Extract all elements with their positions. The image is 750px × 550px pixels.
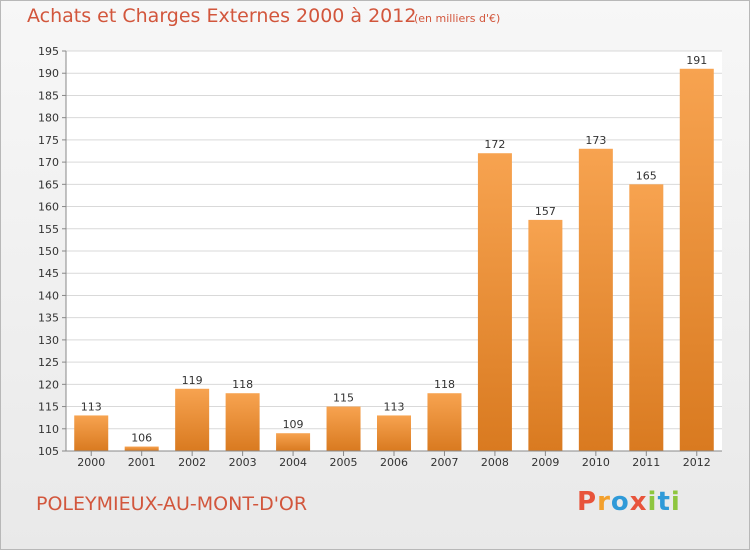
y-tick-label: 110 bbox=[38, 423, 59, 436]
bar-value-label: 113 bbox=[81, 400, 102, 413]
y-tick-label: 165 bbox=[38, 178, 59, 191]
x-tick-label: 2004 bbox=[279, 456, 307, 469]
bar bbox=[225, 393, 260, 451]
y-tick-label: 105 bbox=[38, 445, 59, 458]
bar-value-label: 173 bbox=[585, 134, 606, 147]
bar bbox=[175, 388, 210, 451]
x-tick-label: 2005 bbox=[330, 456, 358, 469]
y-tick-label: 160 bbox=[38, 201, 59, 214]
y-tick-label: 145 bbox=[38, 267, 59, 280]
y-tick-label: 115 bbox=[38, 401, 59, 414]
logo-letter: r bbox=[597, 487, 611, 517]
logo-letter: x bbox=[629, 487, 648, 517]
logo-letter: i bbox=[670, 487, 681, 517]
bar bbox=[124, 446, 159, 451]
bar-value-label: 119 bbox=[182, 374, 203, 387]
x-tick-label: 2007 bbox=[430, 456, 458, 469]
logo-letter: t bbox=[657, 487, 671, 517]
x-tick-label: 2010 bbox=[582, 456, 610, 469]
bar bbox=[427, 393, 462, 451]
bar-value-label: 115 bbox=[333, 392, 354, 405]
bar bbox=[74, 415, 109, 451]
x-tick-label: 2006 bbox=[380, 456, 408, 469]
x-tick-label: 2002 bbox=[178, 456, 206, 469]
y-tick-label: 185 bbox=[38, 89, 59, 102]
y-tick-label: 190 bbox=[38, 67, 59, 80]
bar-value-label: 118 bbox=[232, 378, 253, 391]
logo-letter: P bbox=[577, 487, 598, 517]
x-tick-label: 2001 bbox=[128, 456, 156, 469]
bar-value-label: 118 bbox=[434, 378, 455, 391]
x-tick-label: 2011 bbox=[632, 456, 660, 469]
bar-value-label: 106 bbox=[131, 432, 152, 445]
bar bbox=[477, 153, 512, 451]
bar bbox=[679, 68, 714, 452]
chart-subtitle: (en milliers d'€) bbox=[414, 12, 501, 25]
proxiti-logo: Proxiti bbox=[577, 487, 681, 517]
bar-value-label: 113 bbox=[384, 400, 405, 413]
y-tick-label: 155 bbox=[38, 223, 59, 236]
x-tick-label: 2008 bbox=[481, 456, 509, 469]
x-tick-label: 2000 bbox=[77, 456, 105, 469]
axes bbox=[62, 50, 722, 456]
city-name: POLEYMIEUX-AU-MONT-D'OR bbox=[36, 493, 308, 515]
bar bbox=[326, 406, 361, 451]
y-tick-label: 195 bbox=[38, 45, 59, 58]
logo-letter: o bbox=[610, 487, 630, 517]
bar-value-label: 109 bbox=[283, 418, 304, 431]
x-tick-label: 2009 bbox=[531, 456, 559, 469]
bar-value-label: 157 bbox=[535, 205, 556, 218]
y-tick-label: 125 bbox=[38, 356, 59, 369]
y-tick-label: 135 bbox=[38, 312, 59, 325]
bar bbox=[377, 415, 411, 451]
bar bbox=[578, 148, 613, 451]
y-tick-label: 120 bbox=[38, 378, 59, 391]
bar-value-label: 191 bbox=[686, 54, 707, 67]
x-tick-label: 2012 bbox=[683, 456, 711, 469]
x-tick-label: 2003 bbox=[229, 456, 257, 469]
y-tick-label: 175 bbox=[38, 134, 59, 147]
y-tick-label: 140 bbox=[38, 289, 59, 302]
y-tick-label: 130 bbox=[38, 334, 59, 347]
y-tick-label: 180 bbox=[38, 112, 59, 125]
bars bbox=[74, 68, 714, 452]
labels: 105 110 115 120 125 130 135 140 145 150 155 160 165 1… bbox=[38, 45, 711, 469]
bar bbox=[276, 433, 311, 451]
bar-value-label: 172 bbox=[484, 138, 505, 151]
bar bbox=[629, 184, 664, 452]
bar bbox=[528, 219, 563, 451]
chart-title: Achats et Charges Externes 2000 à 2012 bbox=[27, 5, 417, 27]
y-tick-label: 150 bbox=[38, 245, 59, 258]
y-tick-label: 170 bbox=[38, 156, 59, 169]
grid-lines bbox=[66, 50, 722, 452]
logo-letter: i bbox=[647, 487, 658, 517]
bar-value-label: 165 bbox=[636, 169, 657, 182]
